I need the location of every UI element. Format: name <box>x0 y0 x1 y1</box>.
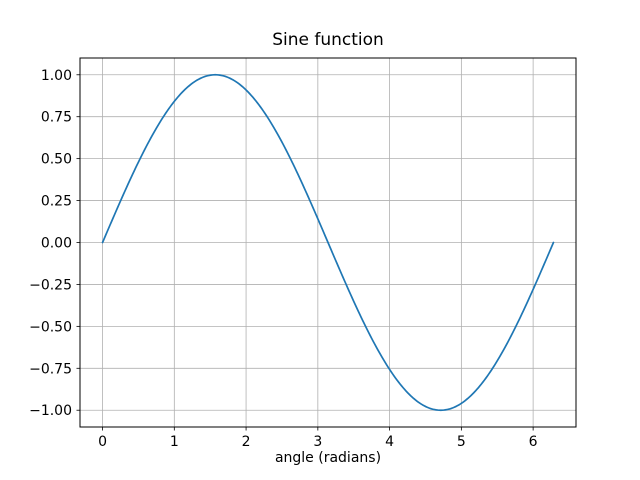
y-tick-label: 1.00 <box>41 68 72 84</box>
grid-lines <box>80 58 576 427</box>
x-tick-label: 3 <box>313 434 322 450</box>
x-tick-label: 4 <box>385 434 394 450</box>
y-tick-label: 0.50 <box>41 152 72 168</box>
tick-marks <box>76 74 534 431</box>
y-tick-label: −1.00 <box>29 403 72 419</box>
x-tick-label: 5 <box>457 434 466 450</box>
series-line-sin(x) <box>101 73 555 412</box>
y-tick-label: 0.25 <box>41 194 72 210</box>
y-tick-label: −0.75 <box>29 361 72 377</box>
chart-title: Sine function <box>272 30 384 50</box>
y-tick-labels: 1.00 0.75 0.50 0.25 0.00 −0.25 −0.50 −0.75 −1.00 <box>29 68 72 419</box>
y-tick-label: 0.00 <box>41 236 72 252</box>
y-tick-label: −0.50 <box>29 319 72 335</box>
x-tick-label: 1 <box>170 434 179 450</box>
x-tick-label: 0 <box>98 434 107 450</box>
x-tick-label: 2 <box>242 434 251 450</box>
y-tick-label: 0.75 <box>41 110 72 126</box>
x-tick-label: 6 <box>529 434 538 450</box>
y-tick-label: −0.25 <box>29 277 72 293</box>
sine-curve <box>101 73 555 412</box>
x-axis-label: angle (radians) <box>274 450 382 466</box>
x-tick-labels: 0 1 2 3 4 5 6 <box>98 434 538 450</box>
